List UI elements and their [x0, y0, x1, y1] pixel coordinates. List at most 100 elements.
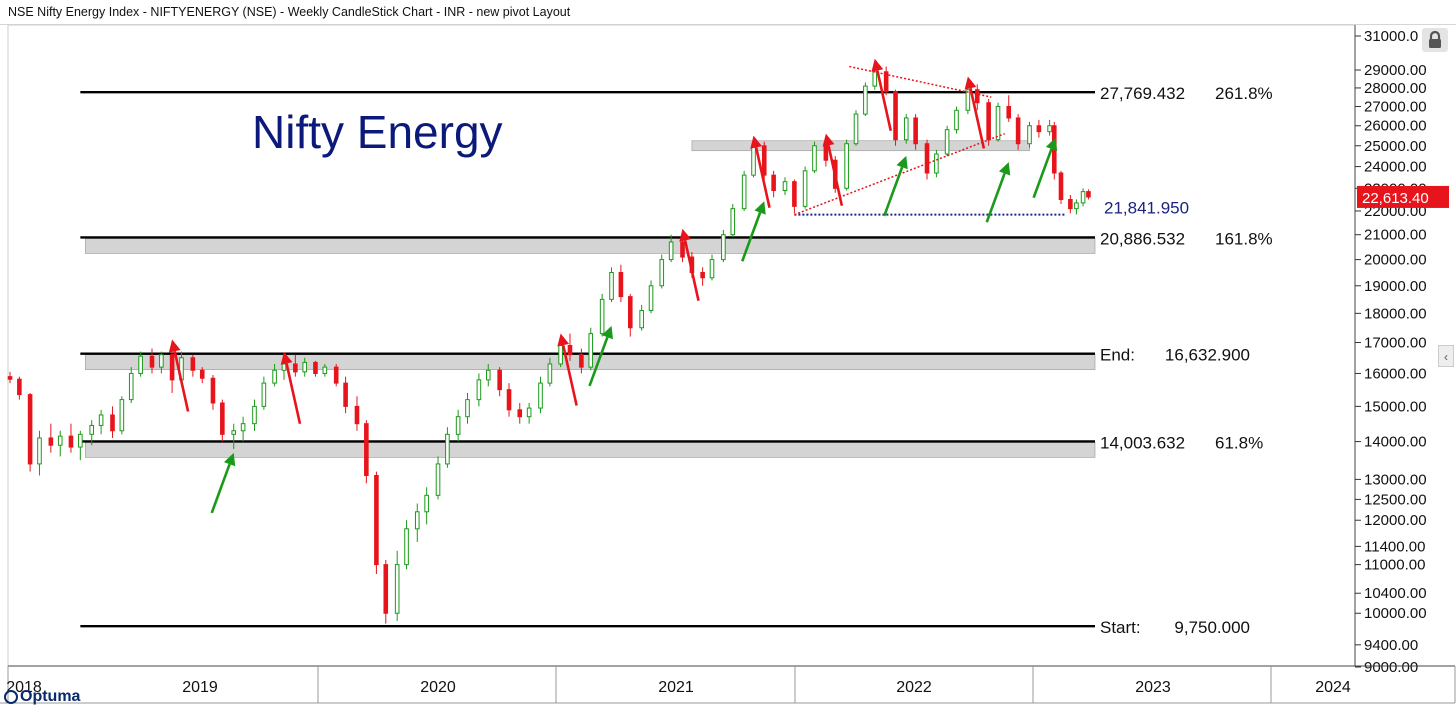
candle-up	[639, 310, 644, 329]
candle-up	[1074, 202, 1079, 210]
red-arrow	[822, 133, 835, 147]
candle-down	[199, 369, 205, 379]
candle-down	[924, 143, 930, 174]
y-tick-label: 29000.00	[1364, 62, 1427, 79]
candle-down	[374, 474, 379, 566]
candle-up	[609, 272, 614, 300]
candle-down	[169, 354, 175, 381]
red-arrow-shaft	[285, 363, 302, 425]
level-percent: 261.8%	[1215, 84, 1273, 103]
y-tick-label: 12000.00	[1364, 512, 1427, 529]
red-arrow	[750, 135, 762, 149]
candle-down	[913, 117, 918, 145]
triangle-trendline	[849, 65, 992, 98]
lock-button[interactable]	[1422, 28, 1448, 52]
candle-up	[128, 372, 134, 401]
candle-up	[730, 208, 736, 236]
candle-down	[567, 345, 573, 356]
candle-up	[954, 109, 959, 131]
y-tick-label: 17000.00	[1364, 335, 1427, 352]
candle-up	[965, 89, 971, 111]
y-tick-label: 31000.0	[1364, 28, 1418, 45]
candle-down	[700, 272, 705, 279]
chart-main-title: Nifty Energy	[252, 106, 503, 158]
candle-up	[272, 369, 277, 384]
candle-down	[7, 376, 13, 380]
green-arrow	[998, 162, 1011, 176]
y-tick-label: 9400.00	[1364, 637, 1418, 654]
x-tick-label: 2024	[1315, 679, 1351, 696]
red-arrow-shaft	[561, 344, 578, 406]
level-band	[85, 442, 1096, 458]
candle-up	[159, 354, 164, 368]
brand-logo: Optuma	[4, 688, 80, 706]
candle-down	[343, 382, 348, 407]
level-label: Start:	[1100, 618, 1141, 637]
candle-up	[721, 234, 726, 261]
y-tick-label: 18000.00	[1364, 305, 1427, 322]
candle-down	[1058, 172, 1064, 201]
optuma-logo-icon	[4, 690, 18, 704]
candle-down	[497, 369, 502, 391]
level-label: 20,886.532	[1100, 229, 1185, 248]
level-value: 9,750.000	[1174, 618, 1250, 637]
candle-up	[853, 113, 859, 145]
green-arrow	[896, 155, 908, 170]
candle-down	[1068, 199, 1073, 210]
candle-up	[709, 259, 715, 279]
y-tick-label: 11000.00	[1364, 557, 1425, 574]
candle-down	[893, 91, 898, 141]
candle-up	[1047, 125, 1052, 133]
candle-up	[414, 511, 420, 530]
green-arrow	[754, 201, 766, 215]
candle-down	[333, 366, 339, 384]
candle-up	[863, 85, 868, 115]
y-tick-label: 12500.00	[1364, 491, 1427, 508]
candle-up	[455, 416, 461, 435]
candle-down	[210, 377, 216, 404]
candle-up	[302, 361, 308, 373]
red-arrow	[964, 76, 977, 90]
candle-up	[944, 129, 950, 155]
candle-up	[57, 435, 63, 446]
level-label: 27,769.432	[1100, 84, 1185, 103]
collapse-panel-button[interactable]: ‹	[1438, 345, 1454, 367]
pivot-label: 21,841.950	[1104, 199, 1189, 218]
brand-name: Optuma	[20, 688, 81, 705]
candle-down	[110, 414, 115, 432]
level-value: 16,632.900	[1165, 346, 1250, 365]
y-tick-label: 10000.00	[1364, 605, 1427, 622]
candle-down	[974, 89, 980, 104]
candle-down	[17, 378, 22, 396]
candle-down	[1006, 105, 1012, 119]
green-arrow	[1045, 137, 1058, 151]
resistance-band	[691, 140, 1030, 152]
green-arrow	[601, 325, 614, 340]
y-tick-label: 10400.00	[1364, 585, 1427, 602]
red-arrow	[280, 351, 293, 365]
candle-up	[648, 285, 654, 312]
candle-down	[579, 354, 584, 368]
x-tick-label: 2022	[896, 679, 932, 696]
y-tick-label: 24000.00	[1364, 159, 1427, 176]
green-arrow	[223, 452, 236, 467]
y-tick-label: 9000.00	[1364, 659, 1418, 676]
candle-up	[995, 105, 1001, 141]
level-band	[85, 238, 1096, 254]
candle-up	[240, 423, 246, 432]
candle-up	[934, 153, 939, 174]
chevron-left-icon: ‹	[1444, 350, 1448, 364]
candle-up	[476, 379, 482, 401]
candle-up	[37, 437, 42, 465]
y-tick-label: 25000.00	[1364, 138, 1427, 155]
level-percent: 61.8%	[1215, 433, 1263, 452]
candle-up	[138, 355, 143, 374]
red-arrow-shaft	[827, 145, 844, 206]
candle-up	[538, 382, 543, 409]
y-tick-label: 26000.00	[1364, 118, 1427, 135]
candle-down	[618, 272, 624, 298]
candle-up	[404, 528, 409, 566]
candle-up	[782, 181, 788, 192]
red-arrow-shaft	[173, 350, 190, 412]
